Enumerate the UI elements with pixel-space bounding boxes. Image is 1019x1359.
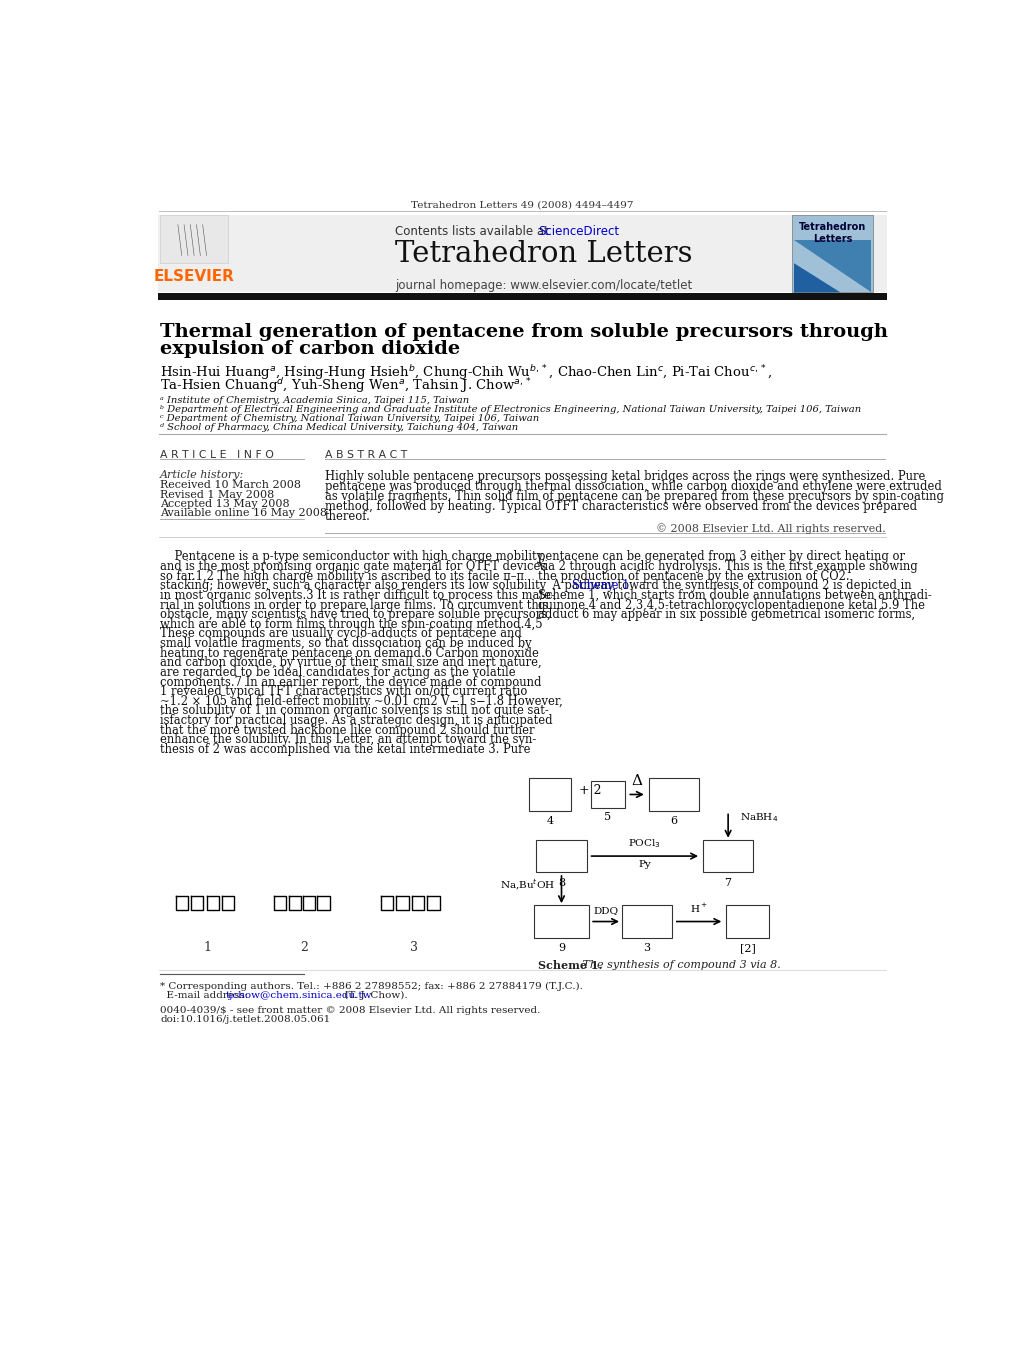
FancyBboxPatch shape	[528, 779, 571, 811]
Text: Tetrahedron
Letters: Tetrahedron Letters	[798, 222, 865, 245]
Text: adduct 6 may appear in six possible geometrical isomeric forms,: adduct 6 may appear in six possible geom…	[538, 607, 914, 621]
Text: ᶜ Department of Chemistry, National Taiwan University, Taipei 106, Taiwan: ᶜ Department of Chemistry, National Taiw…	[160, 414, 539, 423]
Text: H$^+$: H$^+$	[690, 902, 707, 916]
Text: Revised 1 May 2008: Revised 1 May 2008	[160, 489, 274, 500]
Text: in most organic solvents.3 It is rather difficult to process this mate-: in most organic solvents.3 It is rather …	[160, 588, 554, 602]
Text: Tetrahedron Letters: Tetrahedron Letters	[394, 241, 692, 268]
Text: the solubility of 1 in common organic solvents is still not quite sat-: the solubility of 1 in common organic so…	[160, 704, 548, 718]
Text: Accepted 13 May 2008: Accepted 13 May 2008	[160, 499, 289, 508]
Text: pentacene was produced through thermal dissociation, while carbon dioxide and et: pentacene was produced through thermal d…	[325, 480, 942, 492]
Text: Pentacene is a p-type semiconductor with high charge mobility,: Pentacene is a p-type semiconductor with…	[160, 550, 545, 564]
FancyBboxPatch shape	[534, 905, 588, 938]
Text: thesis of 2 was accomplished via the ketal intermediate 3. Pure: thesis of 2 was accomplished via the ket…	[160, 743, 530, 756]
FancyBboxPatch shape	[726, 905, 768, 938]
Text: Received 10 March 2008: Received 10 March 2008	[160, 480, 301, 491]
Text: 7: 7	[723, 878, 731, 887]
Text: A pathway toward the synthesis of compound 2 is depicted in: A pathway toward the synthesis of compou…	[538, 579, 911, 593]
Text: Contents lists available at: Contents lists available at	[394, 224, 552, 238]
Text: ~1.2 × 105 and field-effect mobility ~0.01 cm2 V−1 s−1.8 However,: ~1.2 × 105 and field-effect mobility ~0.…	[160, 694, 562, 708]
Polygon shape	[793, 241, 870, 292]
Text: Scheme 1, which starts from double annulations between anthradi-: Scheme 1, which starts from double annul…	[538, 588, 931, 602]
Text: enhance the solubility. In this Letter, an attempt toward the syn-: enhance the solubility. In this Letter, …	[160, 734, 536, 746]
Text: 3: 3	[410, 940, 418, 954]
Text: ᵃ Institute of Chemistry, Academia Sinica, Taipei 115, Taiwan: ᵃ Institute of Chemistry, Academia Sinic…	[160, 395, 469, 405]
Text: doi:10.1016/j.tetlet.2008.05.061: doi:10.1016/j.tetlet.2008.05.061	[160, 1015, 330, 1025]
FancyBboxPatch shape	[158, 294, 887, 300]
Text: E-mail address:: E-mail address:	[160, 991, 252, 1000]
Text: These compounds are usually cyclo-adducts of pentacene and: These compounds are usually cyclo-adduct…	[160, 628, 522, 640]
Text: are regarded to be ideal candidates for acting as the volatile: are regarded to be ideal candidates for …	[160, 666, 516, 680]
Text: 1: 1	[203, 940, 211, 954]
Text: components.7 In an earlier report, the device made of compound: components.7 In an earlier report, the d…	[160, 675, 541, 689]
Text: 6: 6	[669, 815, 677, 826]
Text: journal homepage: www.elsevier.com/locate/tetlet: journal homepage: www.elsevier.com/locat…	[394, 279, 692, 292]
FancyBboxPatch shape	[590, 780, 625, 809]
Text: Δ: Δ	[631, 775, 642, 788]
Text: [2]: [2]	[739, 943, 755, 953]
Text: Article history:: Article history:	[160, 470, 245, 480]
Text: Na,Bu$^t$OH: Na,Bu$^t$OH	[499, 878, 554, 892]
FancyBboxPatch shape	[160, 216, 228, 264]
Text: rial in solutions in order to prepare large films. To circumvent this: rial in solutions in order to prepare la…	[160, 598, 548, 612]
Text: 4: 4	[546, 815, 553, 826]
Text: 0040-4039/$ - see front matter © 2008 Elsevier Ltd. All rights reserved.: 0040-4039/$ - see front matter © 2008 El…	[160, 1006, 540, 1015]
Text: Scheme 1: Scheme 1	[572, 579, 630, 593]
Text: Thermal generation of pentacene from soluble precursors through: Thermal generation of pentacene from sol…	[160, 323, 888, 341]
Text: quinone 4 and 2,3,4,5-tetrachlorocyclopentadienone ketal 5.9 The: quinone 4 and 2,3,4,5-tetrachlorocyclope…	[538, 598, 924, 612]
Text: tjchow@chem.sinica.edu.tw: tjchow@chem.sinica.edu.tw	[225, 991, 372, 1000]
Text: 9: 9	[557, 943, 565, 953]
FancyBboxPatch shape	[702, 840, 753, 872]
Text: A B S T R A C T: A B S T R A C T	[325, 450, 407, 459]
Text: The synthesis of compound 3 via 8.: The synthesis of compound 3 via 8.	[578, 959, 780, 970]
Text: 8: 8	[557, 878, 565, 887]
FancyBboxPatch shape	[792, 216, 872, 292]
Text: Hsin-Hui Huang$^a$, Hsing-Hung Hsieh$^b$, Chung-Chih Wu$^{b,*}$, Chao-Chen Lin$^: Hsin-Hui Huang$^a$, Hsing-Hung Hsieh$^b$…	[160, 363, 771, 382]
Text: Py: Py	[638, 860, 650, 868]
Text: ScienceDirect: ScienceDirect	[538, 224, 619, 238]
Text: ᵇ Department of Electrical Engineering and Graduate Institute of Electronics Eng: ᵇ Department of Electrical Engineering a…	[160, 405, 860, 414]
Text: as volatile fragments. Thin solid film of pentacene can be prepared from these p: as volatile fragments. Thin solid film o…	[325, 489, 944, 503]
Text: Tetrahedron Letters 49 (2008) 4494–4497: Tetrahedron Letters 49 (2008) 4494–4497	[411, 200, 634, 209]
Text: 1 revealed typical TFT characteristics with on/off current ratio: 1 revealed typical TFT characteristics w…	[160, 685, 527, 699]
Text: small volatile fragments, so that dissociation can be induced by: small volatile fragments, so that dissoc…	[160, 637, 531, 650]
Text: DDQ: DDQ	[593, 906, 618, 916]
Text: + 2: + 2	[579, 784, 601, 798]
Text: A R T I C L E   I N F O: A R T I C L E I N F O	[160, 450, 274, 459]
Text: (T. J. Chow).: (T. J. Chow).	[340, 991, 407, 1000]
Text: Ta-Hsien Chuang$^d$, Yuh-Sheng Wen$^a$, Tahsin J. Chow$^{a,*}$: Ta-Hsien Chuang$^d$, Yuh-Sheng Wen$^a$, …	[160, 376, 532, 395]
FancyBboxPatch shape	[536, 840, 586, 872]
Text: so far.1,2 The high charge mobility is ascribed to its facile π–π: so far.1,2 The high charge mobility is a…	[160, 569, 524, 583]
Text: that the more twisted backbone like compound 2 should further: that the more twisted backbone like comp…	[160, 723, 534, 737]
Text: ELSEVIER: ELSEVIER	[154, 269, 234, 284]
Text: which are able to form films through the spin-coating method.4,5: which are able to form films through the…	[160, 618, 542, 631]
Text: ᵈ School of Pharmacy, China Medical University, Taichung 404, Taiwan: ᵈ School of Pharmacy, China Medical Univ…	[160, 424, 518, 432]
Text: heating to regenerate pentacene on demand.6 Carbon monoxide: heating to regenerate pentacene on deman…	[160, 647, 538, 659]
Text: the production of pentacene by the extrusion of CO2.: the production of pentacene by the extru…	[538, 569, 849, 583]
Text: POCl$_3$: POCl$_3$	[628, 837, 660, 849]
FancyBboxPatch shape	[158, 216, 887, 292]
Text: via 2 through acidic hydrolysis. This is the first example showing: via 2 through acidic hydrolysis. This is…	[538, 560, 917, 573]
Text: 5: 5	[604, 813, 611, 822]
Text: © 2008 Elsevier Ltd. All rights reserved.: © 2008 Elsevier Ltd. All rights reserved…	[655, 523, 884, 534]
Text: NaBH$_4$: NaBH$_4$	[739, 811, 777, 824]
Text: Highly soluble pentacene precursors possessing ketal bridges across the rings we: Highly soluble pentacene precursors poss…	[325, 470, 924, 482]
Text: pentacene can be generated from 3 either by direct heating or: pentacene can be generated from 3 either…	[538, 550, 905, 564]
Text: stacking; however, such a character also renders its low solubility: stacking; however, such a character also…	[160, 579, 545, 593]
FancyBboxPatch shape	[648, 779, 698, 811]
Text: isfactory for practical usage. As a strategic design, it is anticipated: isfactory for practical usage. As a stra…	[160, 713, 552, 727]
Text: Available online 16 May 2008: Available online 16 May 2008	[160, 508, 327, 518]
Text: 2: 2	[300, 940, 308, 954]
Text: Scheme 1.: Scheme 1.	[538, 959, 602, 972]
Polygon shape	[793, 264, 840, 292]
Text: 3: 3	[643, 943, 650, 953]
Text: and is the most promising organic gate material for OTFT devices: and is the most promising organic gate m…	[160, 560, 546, 573]
Text: method, followed by heating. Typical OTFT characteristics were observed from the: method, followed by heating. Typical OTF…	[325, 500, 916, 512]
Text: thereof.: thereof.	[325, 510, 371, 523]
Text: * Corresponding authors. Tel.: +886 2 27898552; fax: +886 2 27884179 (T.J.C.).: * Corresponding authors. Tel.: +886 2 27…	[160, 981, 582, 991]
Text: and carbon dioxide, by virtue of their small size and inert nature,: and carbon dioxide, by virtue of their s…	[160, 656, 541, 669]
FancyBboxPatch shape	[621, 905, 672, 938]
Text: obstacle, many scientists have tried to prepare soluble precursors,: obstacle, many scientists have tried to …	[160, 607, 550, 621]
Text: expulsion of carbon dioxide: expulsion of carbon dioxide	[160, 340, 460, 359]
